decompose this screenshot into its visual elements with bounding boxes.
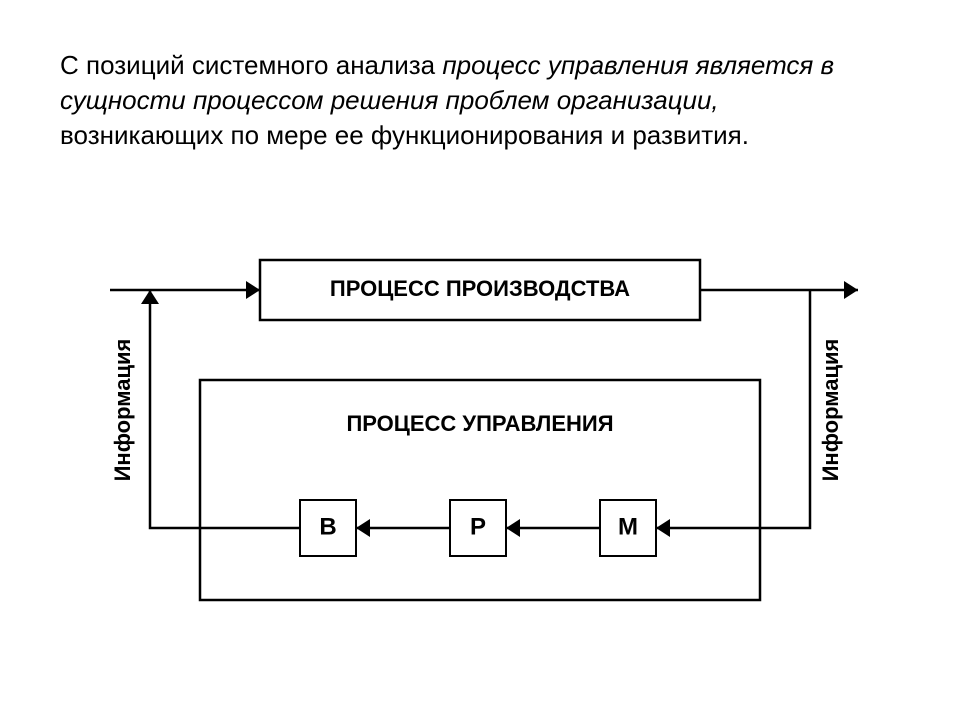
intro-text: С позиций системного анализа процесс упр… <box>60 48 880 153</box>
arrowhead-V_to_prod <box>141 290 159 304</box>
page: С позиций системного анализа процесс упр… <box>0 0 960 720</box>
node-label-mgmt: ПРОЦЕСС УПРАВЛЕНИЯ <box>346 411 613 436</box>
intro-part2: возникающих по мере ее функционирования … <box>60 120 749 150</box>
node-label-V: В <box>319 513 336 540</box>
arrowhead-in_prod <box>246 281 260 299</box>
node-label-M: М <box>618 513 638 540</box>
node-label-prod: ПРОЦЕСС ПРОИЗВОДСТВА <box>330 276 630 301</box>
node-label-R: Р <box>470 513 486 540</box>
side-label-right: Информация <box>818 339 843 482</box>
intro-part1: С позиций системного анализа <box>60 50 442 80</box>
side-label-left: Информация <box>110 339 135 482</box>
diagram-container: ПРОЦЕСС ПРОИЗВОДСТВА ПРОЦЕСС УПРАВЛЕНИЯ В Р… <box>0 240 960 680</box>
flowchart-diagram: ПРОЦЕСС ПРОИЗВОДСТВА ПРОЦЕСС УПРАВЛЕНИЯ В Р… <box>0 240 960 680</box>
arrowhead-out_prod <box>844 281 858 299</box>
